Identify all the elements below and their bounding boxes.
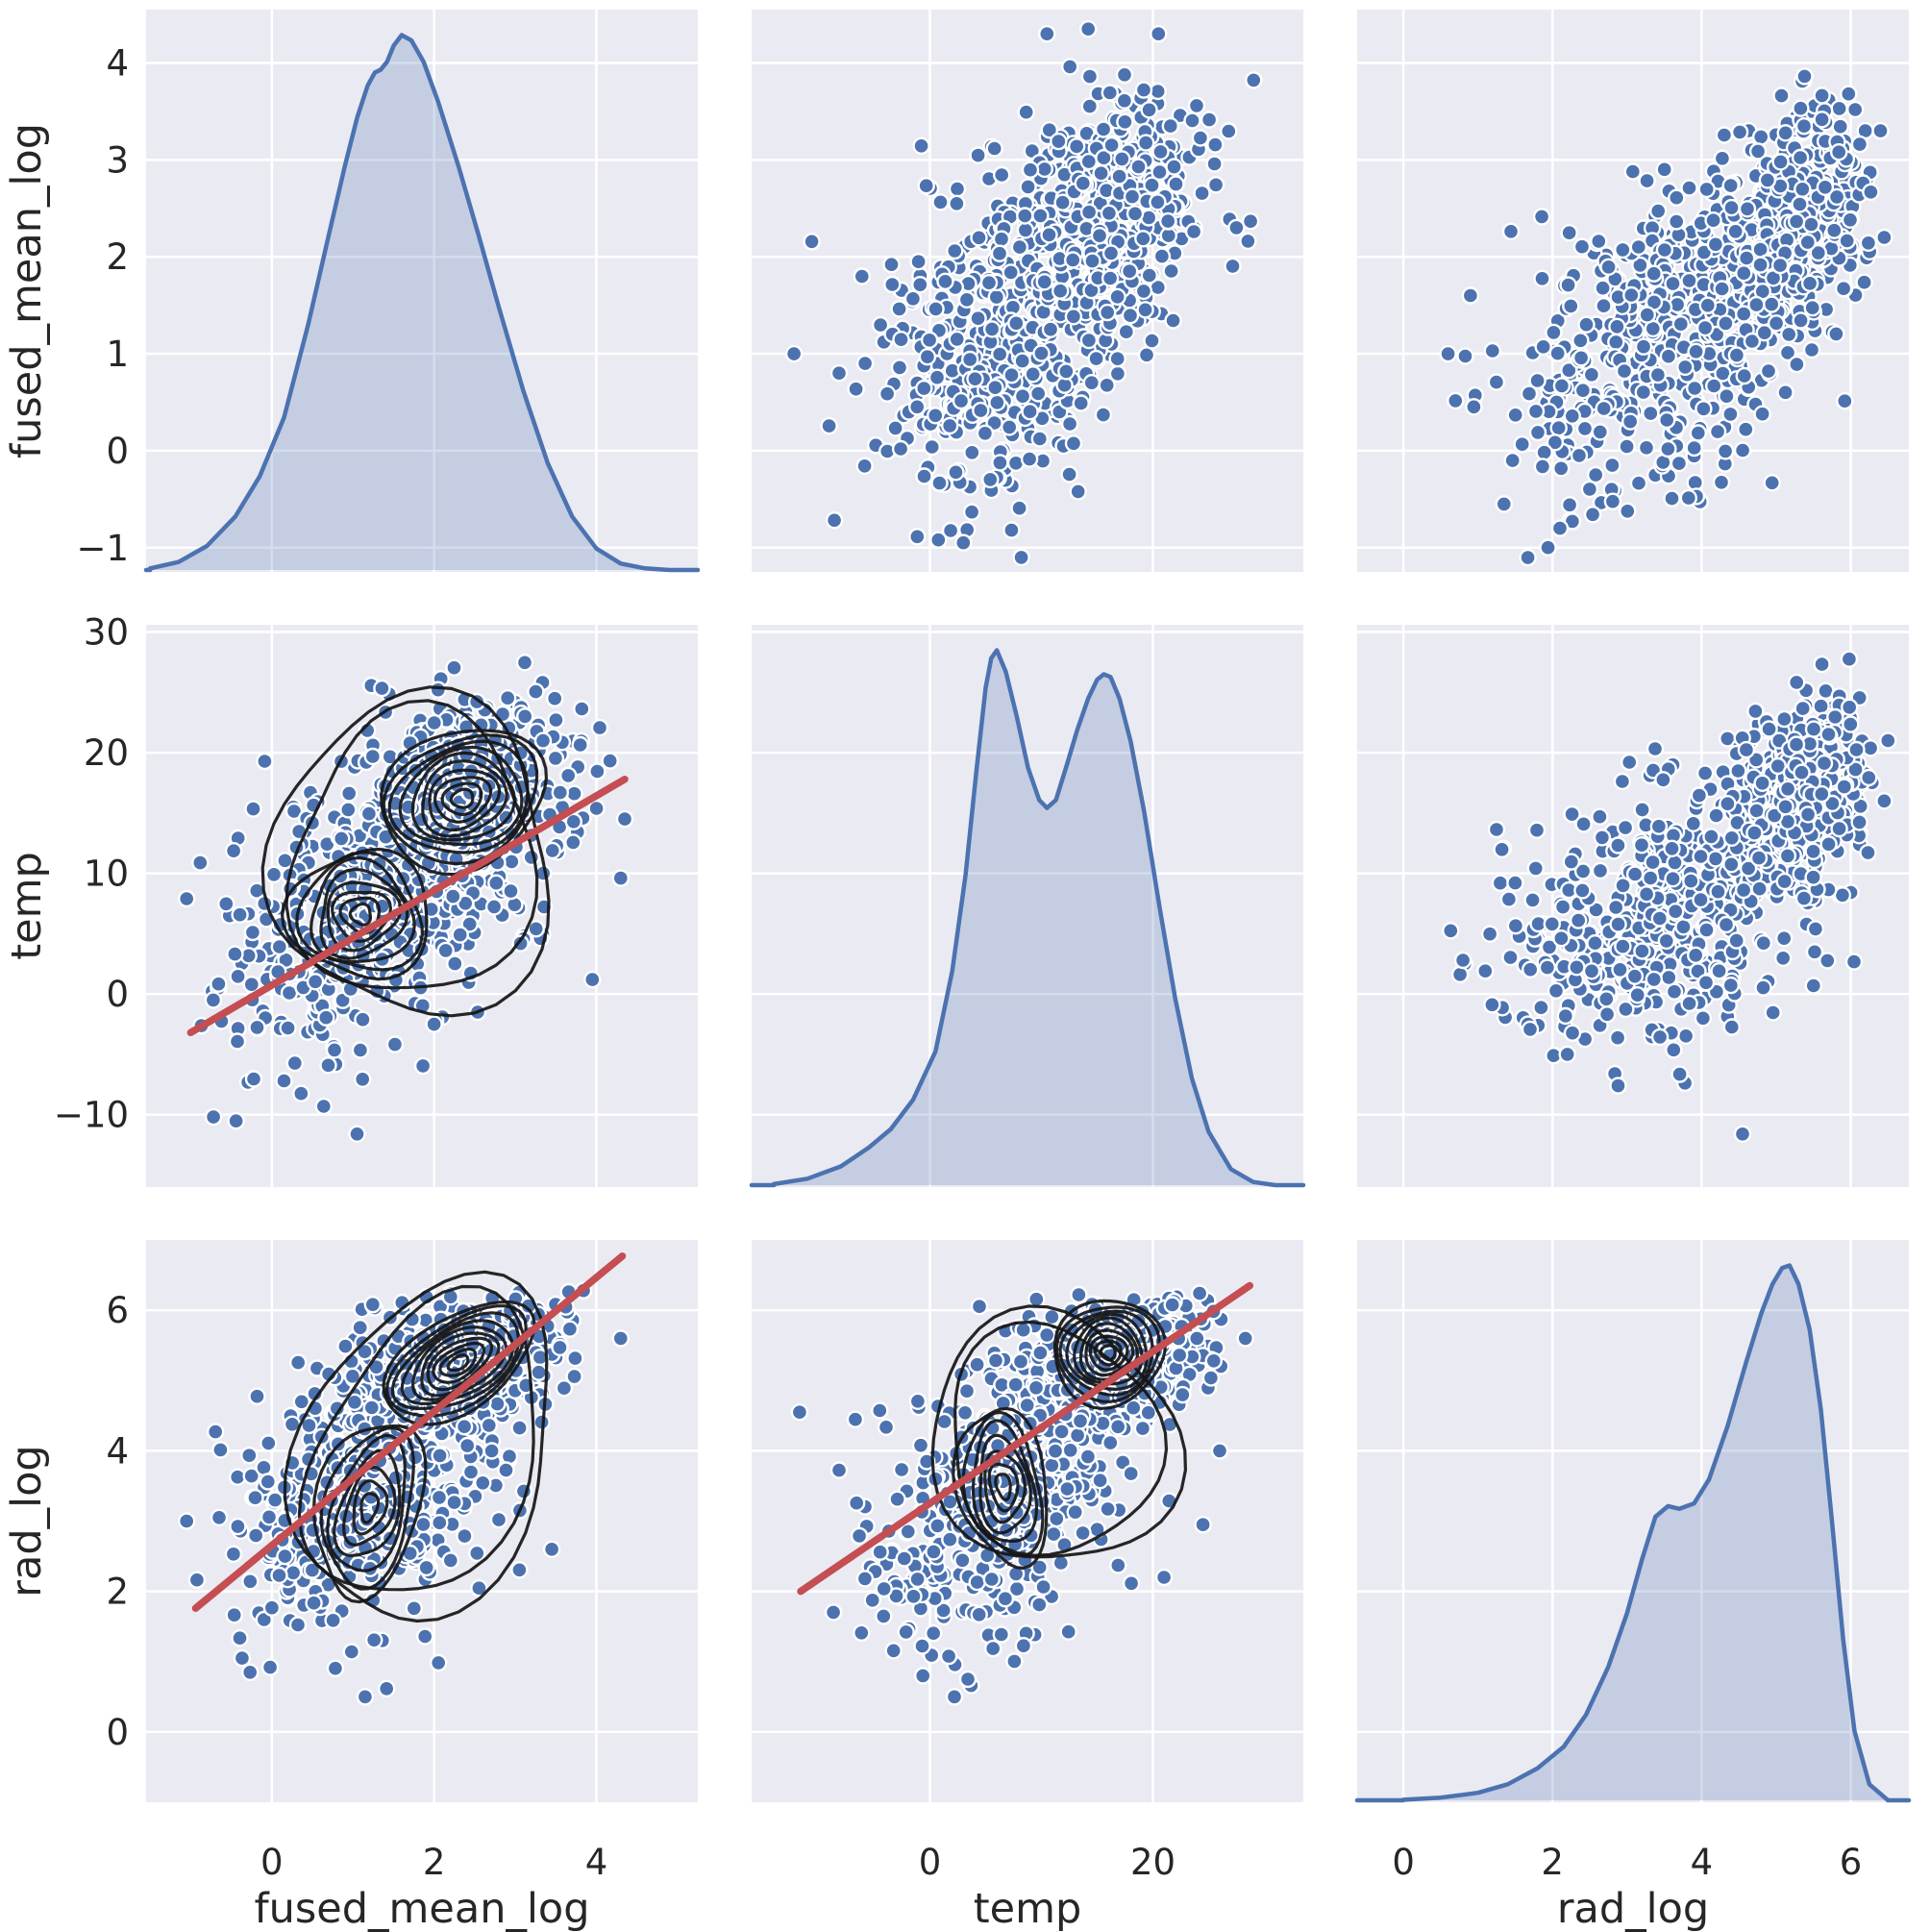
x-tick-label: 20: [1130, 1842, 1175, 1883]
kde-contours: [260, 685, 551, 1018]
y-axis-label-rad_log: rad_log: [3, 1445, 51, 1597]
panel-r0c0-kde: [143, 10, 701, 573]
panel-r1c0-scatter: [146, 625, 698, 1187]
x-tick-label: 2: [423, 1842, 446, 1883]
x-axis-label-fused_mean_log: fused_mean_log: [254, 1885, 589, 1932]
scatter-points: [784, 20, 1263, 567]
y-tick-label: 4: [106, 43, 129, 85]
scatter-points: [1439, 67, 1893, 567]
y-tick-label: −10: [54, 1095, 129, 1136]
y-tick-label: 2: [106, 236, 129, 278]
panel-r0c2-scatter: [1357, 10, 1909, 572]
x-axis-label-rad_log: rad_log: [1557, 1885, 1709, 1932]
kde-fill: [150, 35, 670, 570]
panel-r1c2-scatter: [1357, 625, 1909, 1187]
panel-r0c1-scatter: [752, 10, 1303, 572]
x-axis-label-temp: temp: [974, 1885, 1082, 1932]
y-tick-label: 6: [106, 1290, 129, 1331]
y-tick-label: −1: [76, 528, 129, 569]
kde-curve: [749, 648, 1306, 1188]
kde-contours: [283, 1270, 549, 1623]
x-tick-label: 2: [1541, 1842, 1564, 1883]
y-tick-label: 2: [106, 1572, 129, 1613]
y-tick-label: 0: [106, 1712, 129, 1753]
kde-curve: [143, 33, 701, 573]
scatter-points: [177, 654, 634, 1144]
panel-r2c1-scatter: [752, 1240, 1303, 1802]
regression-line: [191, 1252, 627, 1612]
y-axis-label-fused_mean_log: fused_mean_log: [3, 123, 51, 458]
y-tick-label: 20: [84, 732, 129, 774]
panel-r2c2-kde: [1354, 1240, 1912, 1803]
regression-line: [186, 775, 629, 1037]
panel-r2c0-scatter: [146, 1240, 698, 1802]
kde-fill: [774, 650, 1275, 1185]
gridlines: [1357, 1240, 1909, 1802]
panel-background: [752, 625, 1303, 1187]
y-tick-label: 0: [106, 974, 129, 1015]
axis-annotations: −101234fused_mean_log−100102030temp0246r…: [3, 43, 1862, 1932]
y-tick-label: 0: [106, 431, 129, 472]
kde-curve: [1354, 1263, 1912, 1803]
y-tick-label: 3: [106, 139, 129, 181]
x-tick-label: 0: [919, 1842, 942, 1883]
gridlines: [752, 625, 1303, 1187]
y-tick-label: 4: [106, 1430, 129, 1472]
x-tick-label: 4: [585, 1842, 608, 1883]
scatter-points: [1442, 650, 1897, 1144]
gridlines: [146, 10, 698, 572]
y-axis-label-temp: temp: [3, 852, 51, 960]
x-tick-label: 0: [260, 1842, 284, 1883]
panel-r1c1-kde: [749, 625, 1306, 1188]
regression-line: [797, 1281, 1254, 1596]
y-tick-label: 1: [106, 334, 129, 375]
x-tick-label: 4: [1691, 1842, 1714, 1883]
panel-background: [146, 10, 698, 572]
y-tick-label: 30: [84, 612, 129, 654]
x-tick-label: 0: [1392, 1842, 1415, 1883]
panel-background: [1357, 1240, 1909, 1802]
y-tick-label: 10: [84, 854, 129, 895]
x-tick-label: 6: [1840, 1842, 1863, 1883]
kde-fill: [1403, 1265, 1889, 1800]
kde-contours: [930, 1299, 1187, 1571]
